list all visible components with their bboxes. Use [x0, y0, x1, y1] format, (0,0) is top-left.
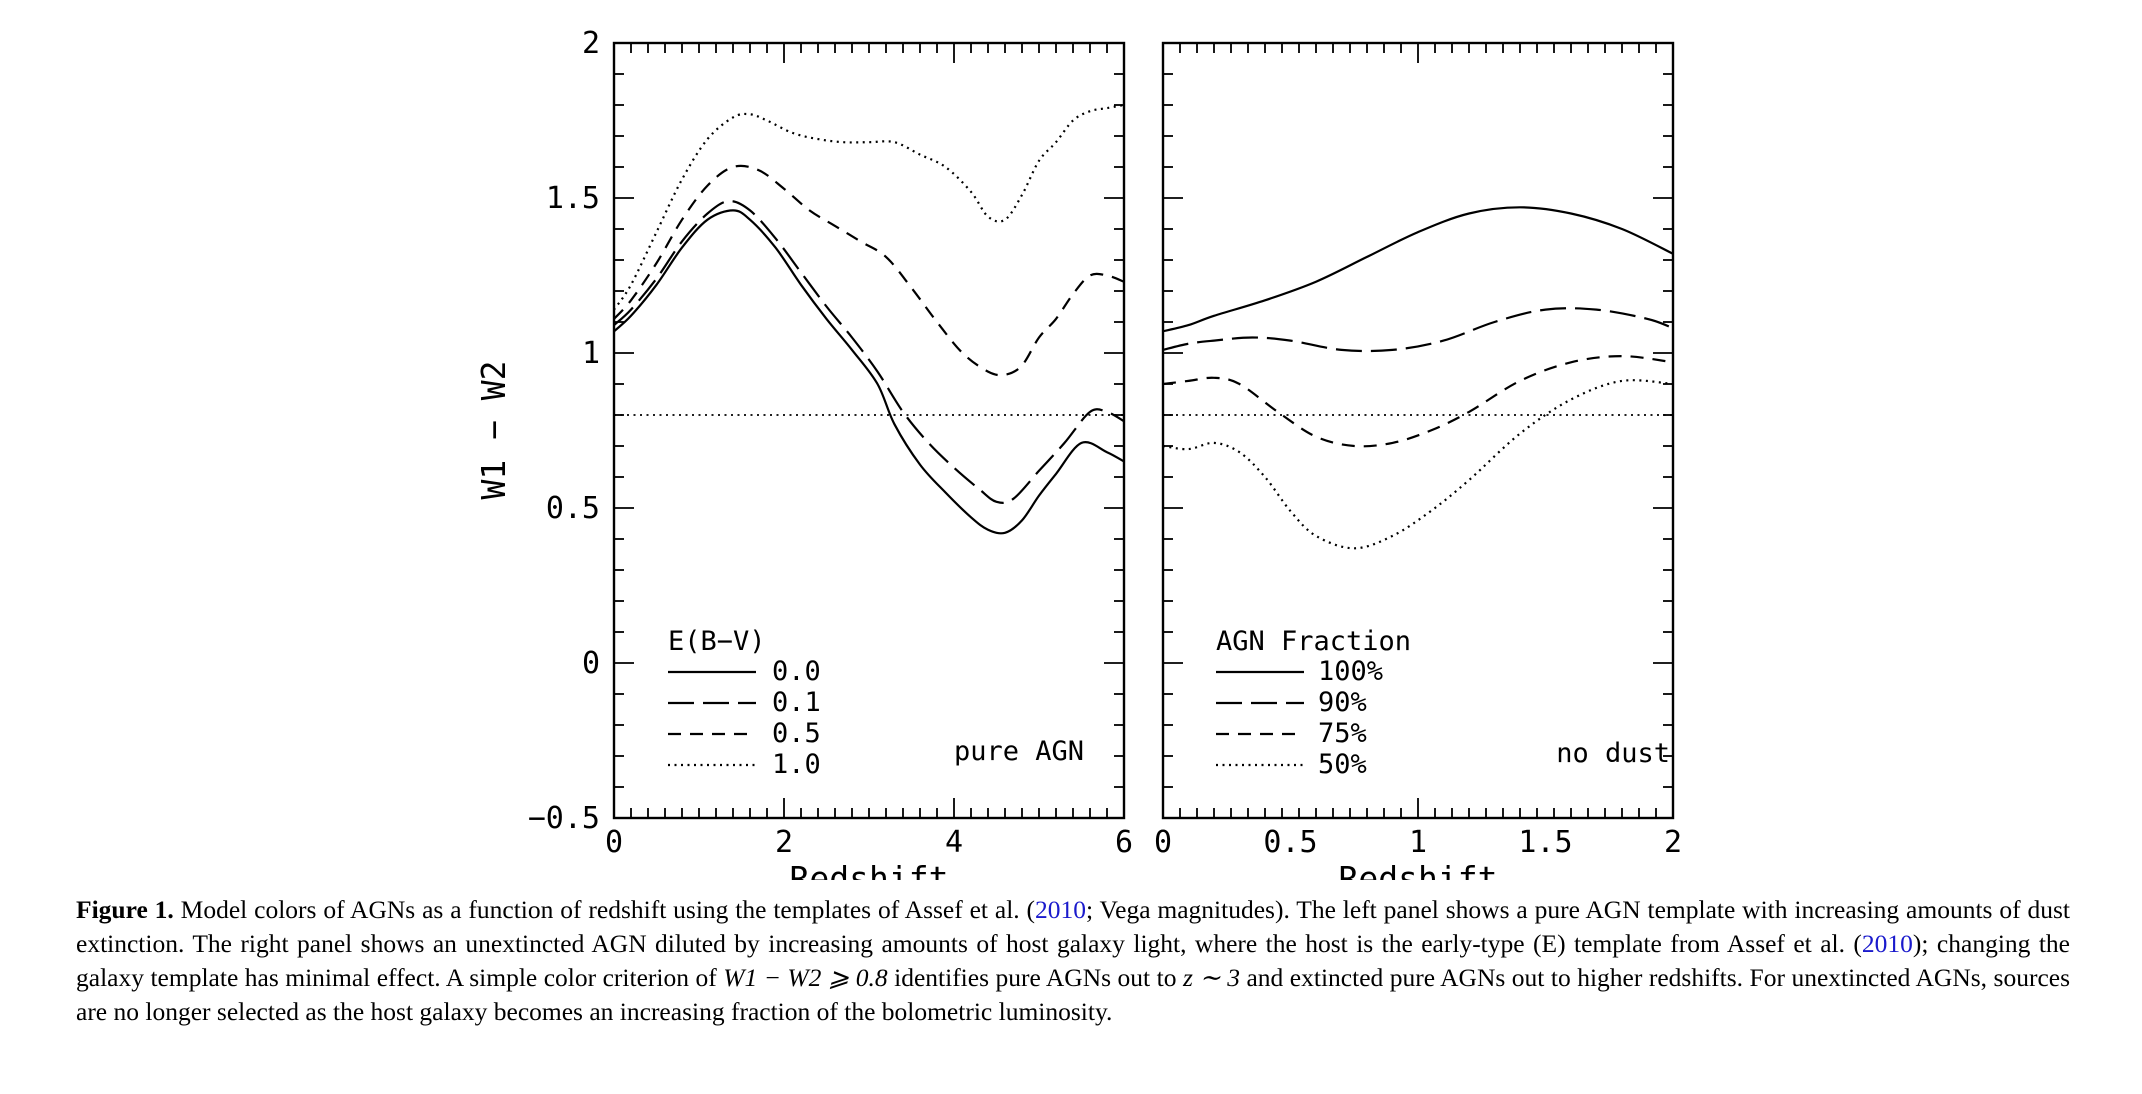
- caption-text-3: ); changing the galaxy template has mini…: [76, 929, 2070, 992]
- y-tick-label: 1: [582, 336, 600, 371]
- right-panel: 0 0.5 1 1.5 2 Redshift AGN Fraction100%90%75%5…: [1154, 41, 1682, 880]
- legend-label: 50%: [1318, 749, 1367, 780]
- figure: W1 − W2 0 2 4 6−0.500.511.52RedshiftE(B−V)0…: [474, 26, 1682, 880]
- series-line: [613, 209, 1125, 535]
- legend-label: 100%: [1318, 656, 1383, 687]
- legend-title: AGN Fraction: [1216, 626, 1411, 657]
- plot-frame: [612, 41, 1126, 820]
- x-tick-label: 4: [945, 825, 963, 860]
- citation-link[interactable]: 2010: [1035, 895, 1087, 924]
- caption-text-2: ; Vega magnitudes). The left panel shows…: [76, 895, 2070, 958]
- caption-text-4: identifies pure AGNs out to: [887, 963, 1183, 992]
- caption-label: Figure 1.: [76, 895, 174, 924]
- legend-label: 0.0: [772, 656, 821, 687]
- legend-label: 0.5: [772, 718, 821, 749]
- caption-math-redshift: z ∼ 3: [1182, 963, 1240, 992]
- series-line: [613, 103, 1125, 311]
- series-line: [1162, 379, 1674, 550]
- y-tick-label: 0: [582, 646, 600, 681]
- left-panel: 0 2 4 6−0.500.511.52RedshiftE(B−V)0.00.10.5…: [528, 26, 1133, 880]
- x-tick-label: 1: [1409, 825, 1427, 860]
- x-tick-label: 2: [775, 825, 793, 860]
- x-tick-label: 0.5: [1263, 825, 1317, 860]
- x-tick-label: 0: [1154, 825, 1172, 860]
- y-axis-title: W1 − W2: [474, 360, 513, 499]
- y-tick-label: 2: [582, 26, 600, 61]
- series-line: [613, 199, 1125, 504]
- plot-frame: [1161, 41, 1675, 820]
- y-tick-label: −0.5: [528, 801, 600, 836]
- figure-caption: Figure 1. Model colors of AGNs as a func…: [76, 893, 2070, 1029]
- caption-text-1: Model colors of AGNs as a function of re…: [173, 895, 1036, 924]
- legend-title: E(B−V): [668, 626, 766, 657]
- series-line: [613, 164, 1125, 377]
- series-line: [1162, 307, 1674, 353]
- legend-label: 90%: [1318, 687, 1367, 718]
- series-line: [1162, 354, 1674, 448]
- legend-label: 1.0: [772, 749, 821, 780]
- legend-label: 0.1: [772, 687, 821, 718]
- x-axis-title: Redshift: [790, 859, 949, 880]
- y-tick-label: 1.5: [546, 181, 600, 216]
- caption-math-criterion: W1 − W2 ⩾ 0.8: [723, 963, 888, 992]
- x-tick-label: 6: [1115, 825, 1133, 860]
- caption-text-5: and extincted pure AGNs out to higher re…: [76, 963, 2071, 1026]
- citation-link[interactable]: 2010: [1861, 929, 1913, 958]
- x-tick-label: 0: [605, 825, 623, 860]
- x-axis-title: Redshift: [1339, 859, 1498, 880]
- x-tick-label: 2: [1664, 825, 1682, 860]
- legend-label: 75%: [1318, 718, 1367, 749]
- x-tick-label: 1.5: [1518, 825, 1572, 860]
- panel-annotation: pure AGN: [954, 736, 1084, 767]
- y-tick-label: 0.5: [546, 491, 600, 526]
- panel-annotation: no dust: [1556, 738, 1670, 769]
- series-line: [1162, 206, 1674, 333]
